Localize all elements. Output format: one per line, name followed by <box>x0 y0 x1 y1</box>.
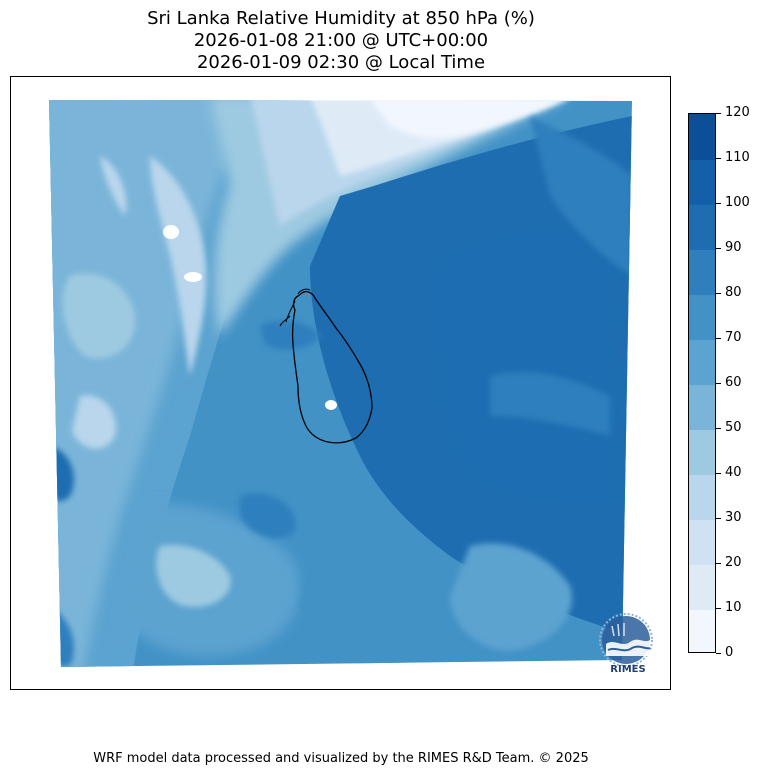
colorbar-tick-label: 20 <box>725 555 742 570</box>
colorbar-tick-label: 0 <box>725 645 734 660</box>
colorbar-tick <box>716 608 721 609</box>
colorbar-tick <box>716 338 721 339</box>
colorbar-tick <box>716 428 721 429</box>
colorbar-tick <box>716 113 721 114</box>
colorbar-tick <box>716 383 721 384</box>
colorbar-segment <box>689 249 715 295</box>
colorbar-tick-label: 110 <box>725 150 750 165</box>
logo-text: RIMES <box>610 664 646 675</box>
title-line-1: Sri Lanka Relative Humidity at 850 hPa (… <box>147 8 535 29</box>
colorbar-tick-label: 120 <box>725 105 750 120</box>
colorbar-segment <box>689 339 715 385</box>
colorbar-tick <box>716 653 721 654</box>
masked-area <box>163 225 179 239</box>
colorbar-tick <box>716 248 721 249</box>
colorbar-tick <box>716 473 721 474</box>
colorbar-tick-label: 60 <box>725 375 742 390</box>
humidity-map <box>49 100 632 667</box>
colorbar-segment <box>689 564 715 610</box>
sri-lanka-coastline <box>291 291 373 444</box>
colorbar-tick-label: 10 <box>725 600 742 615</box>
colorbar-tick-label: 50 <box>725 420 742 435</box>
colorbar-segment <box>689 474 715 520</box>
masked-area <box>184 272 202 282</box>
colorbar <box>688 113 716 653</box>
colorbar-tick <box>716 563 721 564</box>
colorbar-tick-label: 100 <box>725 195 750 210</box>
colorbar-tick <box>716 158 721 159</box>
colorbar-tick-label: 70 <box>725 330 742 345</box>
colorbar-segment <box>689 159 715 205</box>
title-line-3: 2026-01-09 02:30 @ Local Time <box>196 52 486 73</box>
colorbar-segment <box>689 294 715 340</box>
rimes-logo-icon: RIMES <box>598 612 658 678</box>
colorbar-tick <box>716 293 721 294</box>
colorbar-tick-label: 90 <box>725 240 742 255</box>
humidity-field <box>49 100 632 667</box>
colorbar-tick-label: 30 <box>725 510 742 525</box>
colorbar-segment <box>689 204 715 250</box>
colorbar-tick-label: 80 <box>725 285 742 300</box>
colorbar-segment <box>689 429 715 475</box>
colorbar-tick <box>716 203 721 204</box>
colorbar-segment <box>689 609 715 652</box>
colorbar-tick-label: 40 <box>725 465 742 480</box>
colorbar-segment <box>689 519 715 565</box>
footer-credit: WRF model data processed and visualized … <box>93 751 589 766</box>
colorbar-tick <box>716 518 721 519</box>
masked-area <box>325 400 337 410</box>
colorbar-segment <box>689 114 715 160</box>
title-line-2: 2026-01-08 21:00 @ UTC+00:00 <box>193 30 489 51</box>
colorbar-segment <box>689 384 715 430</box>
rimes-emblem-icon <box>599 613 653 667</box>
map-title: Sri Lanka Relative Humidity at 850 hPa (… <box>0 8 682 74</box>
